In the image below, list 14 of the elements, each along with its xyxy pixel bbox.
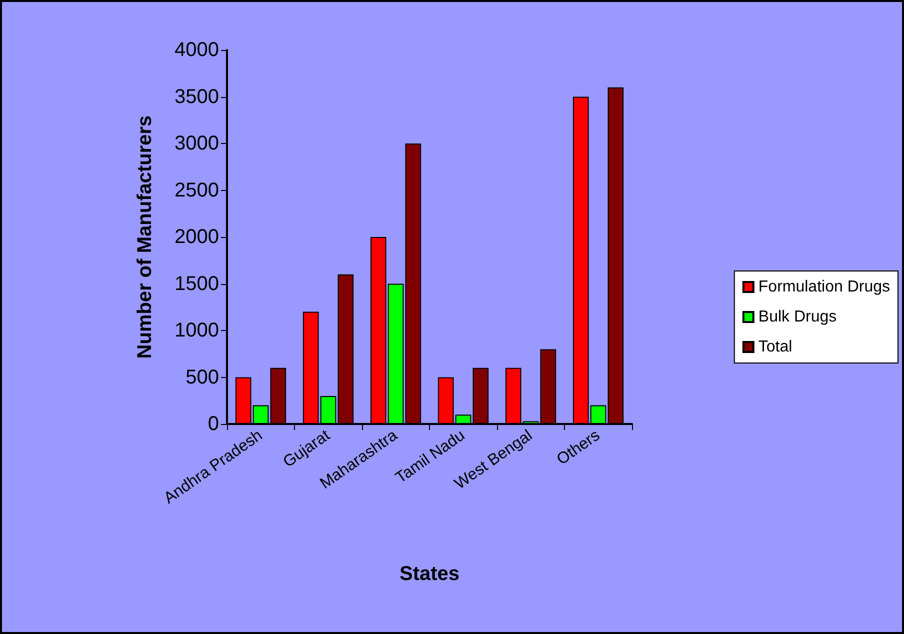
y-tick-label: 3000 bbox=[174, 132, 219, 154]
y-tick-label: 4000 bbox=[174, 39, 219, 61]
legend-label: Bulk Drugs bbox=[758, 308, 837, 326]
y-tick-label: 1000 bbox=[174, 320, 219, 342]
legend-label: Total bbox=[758, 338, 792, 356]
y-tick-label: 500 bbox=[186, 366, 219, 388]
y-tick-label: 3500 bbox=[174, 86, 219, 108]
y-axis-title: Number of Manufacturers bbox=[134, 115, 156, 359]
legend-label: Formulation Drugs bbox=[758, 278, 890, 296]
y-tick-label: 2000 bbox=[174, 226, 219, 248]
y-tick-label: 2500 bbox=[174, 179, 219, 202]
y-tick-label: 0 bbox=[208, 413, 219, 435]
y-tick-label: 1500 bbox=[174, 272, 219, 295]
x-axis-title: States bbox=[399, 563, 460, 585]
